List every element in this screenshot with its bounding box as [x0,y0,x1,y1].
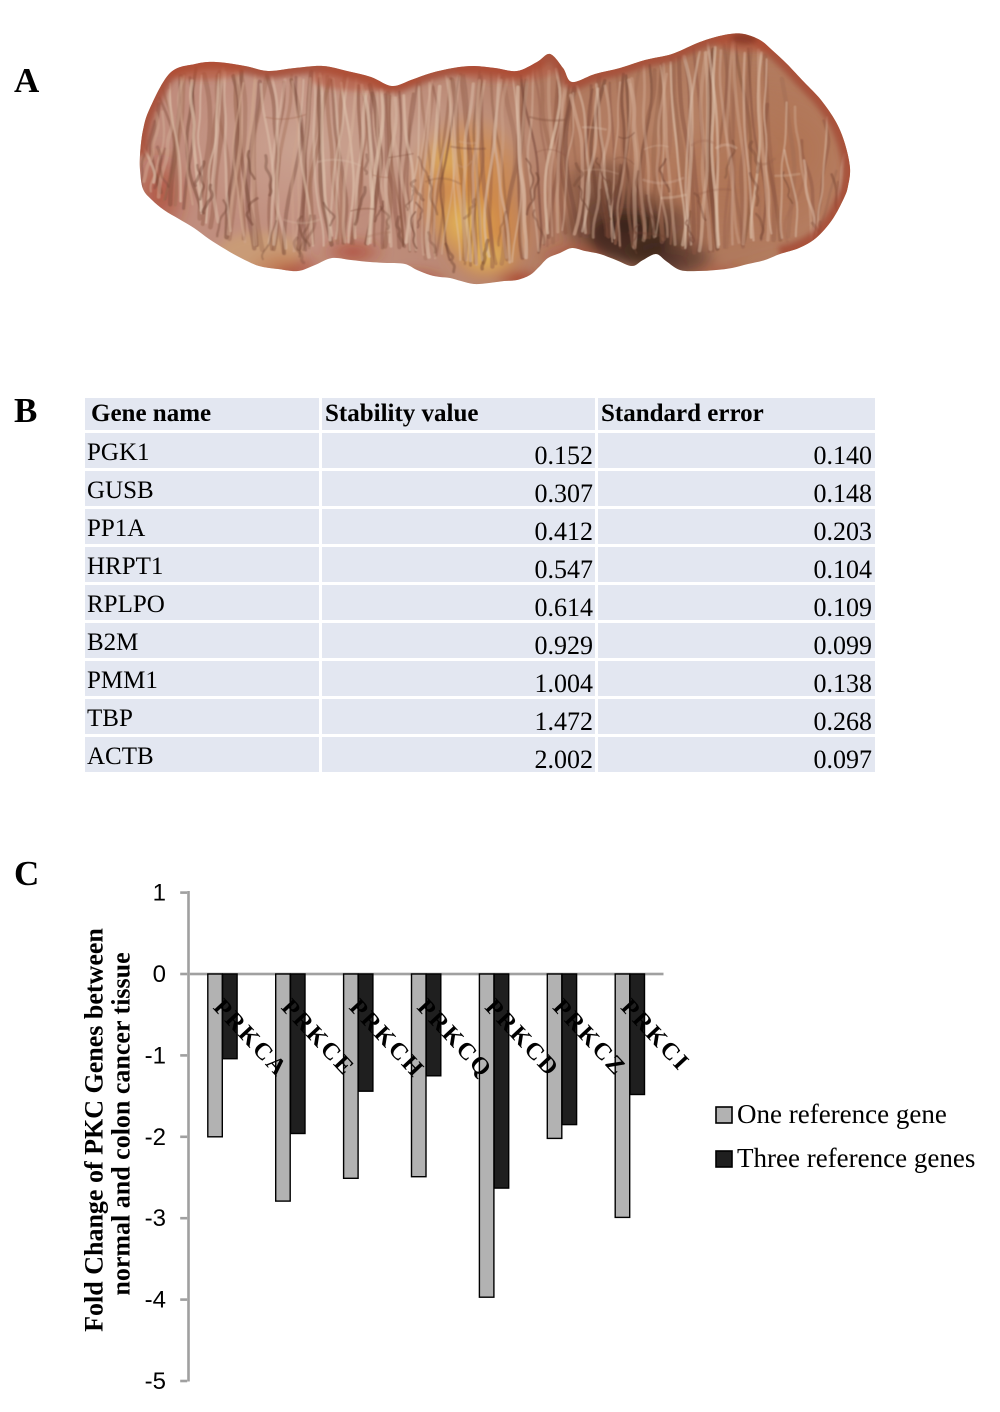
svg-text:normal and colon cancer tissue: normal and colon cancer tissue [107,952,136,1295]
svg-text:-1: -1 [145,1042,166,1069]
svg-text:-5: -5 [145,1368,166,1395]
svg-text:1: 1 [153,880,166,907]
svg-text:One reference gene: One reference gene [737,1099,947,1129]
svg-text:0: 0 [153,961,166,988]
svg-text:-3: -3 [145,1205,166,1232]
svg-text:Fold Change of PKC Genes betwe: Fold Change of PKC Genes between [80,928,109,1332]
svg-text:Three reference genes: Three reference genes [737,1143,975,1173]
svg-text:-2: -2 [145,1124,166,1151]
svg-text:-4: -4 [145,1287,166,1314]
